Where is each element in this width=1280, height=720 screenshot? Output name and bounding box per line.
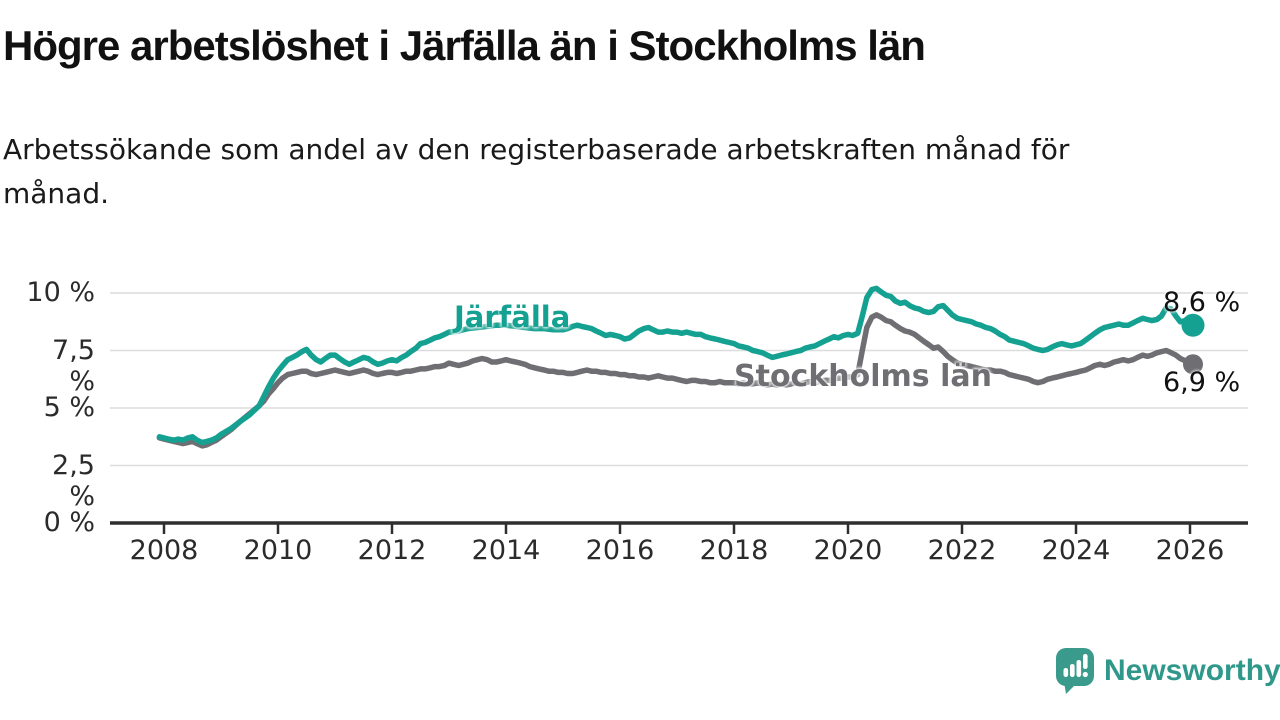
series-line-stockholms-lan: [156, 312, 1193, 449]
x-axis-tick-label: 2008: [129, 535, 199, 566]
x-axis-tick-label: 2022: [927, 535, 997, 566]
x-axis-tick-label: 2026: [1155, 535, 1225, 566]
newsworthy-logo-icon: [1056, 648, 1094, 694]
x-axis-tick-label: 2012: [357, 535, 427, 566]
x-axis-tick-label: 2024: [1041, 535, 1111, 566]
x-axis-tick-label: 2010: [243, 535, 313, 566]
series-label-stockholms-lan: Stockholms län: [734, 359, 992, 394]
x-axis-tick-label: 2018: [699, 535, 769, 566]
newsworthy-logo: Newsworthy: [1054, 646, 1280, 706]
y-axis-tick-label: 10 %: [26, 277, 95, 308]
x-axis-tick-label: 2016: [585, 535, 655, 566]
series-label-jarfalla: Järfälla: [454, 300, 571, 334]
end-value-label-jarfalla: 8,6 %: [1163, 287, 1241, 318]
x-axis-tick-label: 2020: [813, 535, 883, 566]
y-axis-tick-label: 0 %: [43, 507, 95, 538]
series-end-dot-stockholms-lan: [1183, 354, 1203, 375]
page-title: Högre arbetslöshet i Järfälla än i Stock…: [3, 22, 926, 69]
y-axis-tick-label: 5 %: [43, 392, 95, 423]
page-subtitle: Arbetssökande som andel av den registerb…: [3, 133, 1070, 210]
y-axis-tick-label: 2,5 %: [52, 449, 95, 512]
x-axis-tick-label: 2014: [471, 535, 541, 566]
series-line-jarfalla: [156, 285, 1193, 446]
end-value-label-stockholms-lan: 6,9 %: [1163, 367, 1241, 398]
series-end-dot-jarfalla: [1181, 313, 1205, 337]
y-axis-tick-label: 7,5 %: [52, 334, 95, 397]
newsworthy-logo-text: Newsworthy: [1104, 654, 1280, 687]
